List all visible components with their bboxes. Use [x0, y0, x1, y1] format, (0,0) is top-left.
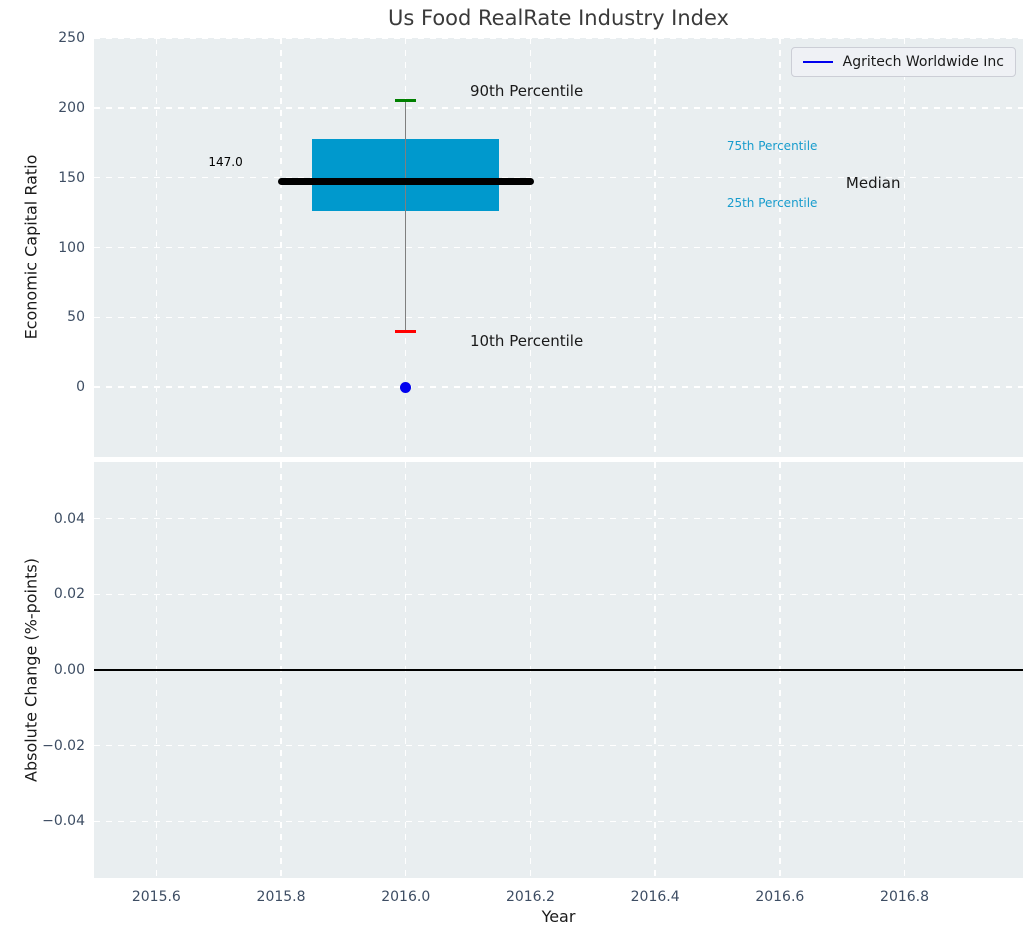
y-tick-label: 0.02	[53, 586, 85, 603]
gridline-h	[94, 593, 1023, 596]
chart-title: Us Food RealRate Industry Index	[388, 6, 729, 30]
y-tick-label: 0.04	[53, 510, 85, 527]
x-tick-label: 2015.8	[256, 889, 306, 905]
p25-label: 25th Percentile	[726, 195, 818, 210]
gridline-h	[94, 176, 1023, 179]
company-point	[400, 381, 412, 393]
y-tick-label: 0.00	[53, 662, 85, 678]
gridline-h	[94, 316, 1023, 319]
x-tick-label: 2016.8	[880, 889, 930, 905]
y-tick-label: 50	[67, 309, 85, 326]
cap-10th-percentile	[395, 329, 417, 333]
median-line	[277, 178, 534, 186]
legend-line-icon	[802, 61, 833, 63]
p75-label: 75th Percentile	[726, 138, 818, 153]
y-tick-label: 100	[58, 239, 85, 256]
gridline-h	[94, 107, 1023, 109]
gridline-h	[94, 744, 1023, 747]
y-tick-label: −0.04	[42, 813, 85, 830]
gridline-h	[94, 820, 1023, 823]
y-tick-label: 250	[58, 30, 85, 46]
gridline-h	[94, 517, 1023, 520]
median-value-label: 147.0	[208, 155, 243, 170]
x-axis-label: Year	[541, 907, 576, 926]
gridline-h	[94, 37, 1023, 39]
gridline-h	[94, 246, 1023, 249]
gridline-h	[94, 386, 1023, 388]
x-tick-label: 2016.4	[630, 889, 680, 905]
bottom-axes	[94, 462, 1023, 878]
y-tick-label: 150	[58, 169, 85, 186]
cap-90th-percentile	[395, 99, 417, 103]
x-tick-label: 2016.6	[755, 889, 805, 905]
zero-line	[94, 669, 1023, 671]
y-tick-label: 200	[58, 99, 85, 116]
x-tick-label: 2016.2	[505, 889, 555, 905]
p10-label: 10th Percentile	[469, 332, 584, 351]
median-label: Median	[845, 174, 901, 193]
y-tick-label: 0	[76, 379, 85, 396]
x-tick-label: 2015.6	[131, 889, 181, 905]
top-axes: Agritech Worldwide Inc 147.0 90th Percent…	[94, 37, 1023, 457]
whisker-line	[404, 100, 407, 332]
p90-label: 90th Percentile	[469, 82, 584, 101]
legend: Agritech Worldwide Inc	[790, 47, 1016, 77]
legend-label: Agritech Worldwide Inc	[842, 54, 1004, 70]
x-tick-label: 2016.0	[381, 889, 431, 905]
y-tick-label: −0.02	[42, 737, 85, 754]
